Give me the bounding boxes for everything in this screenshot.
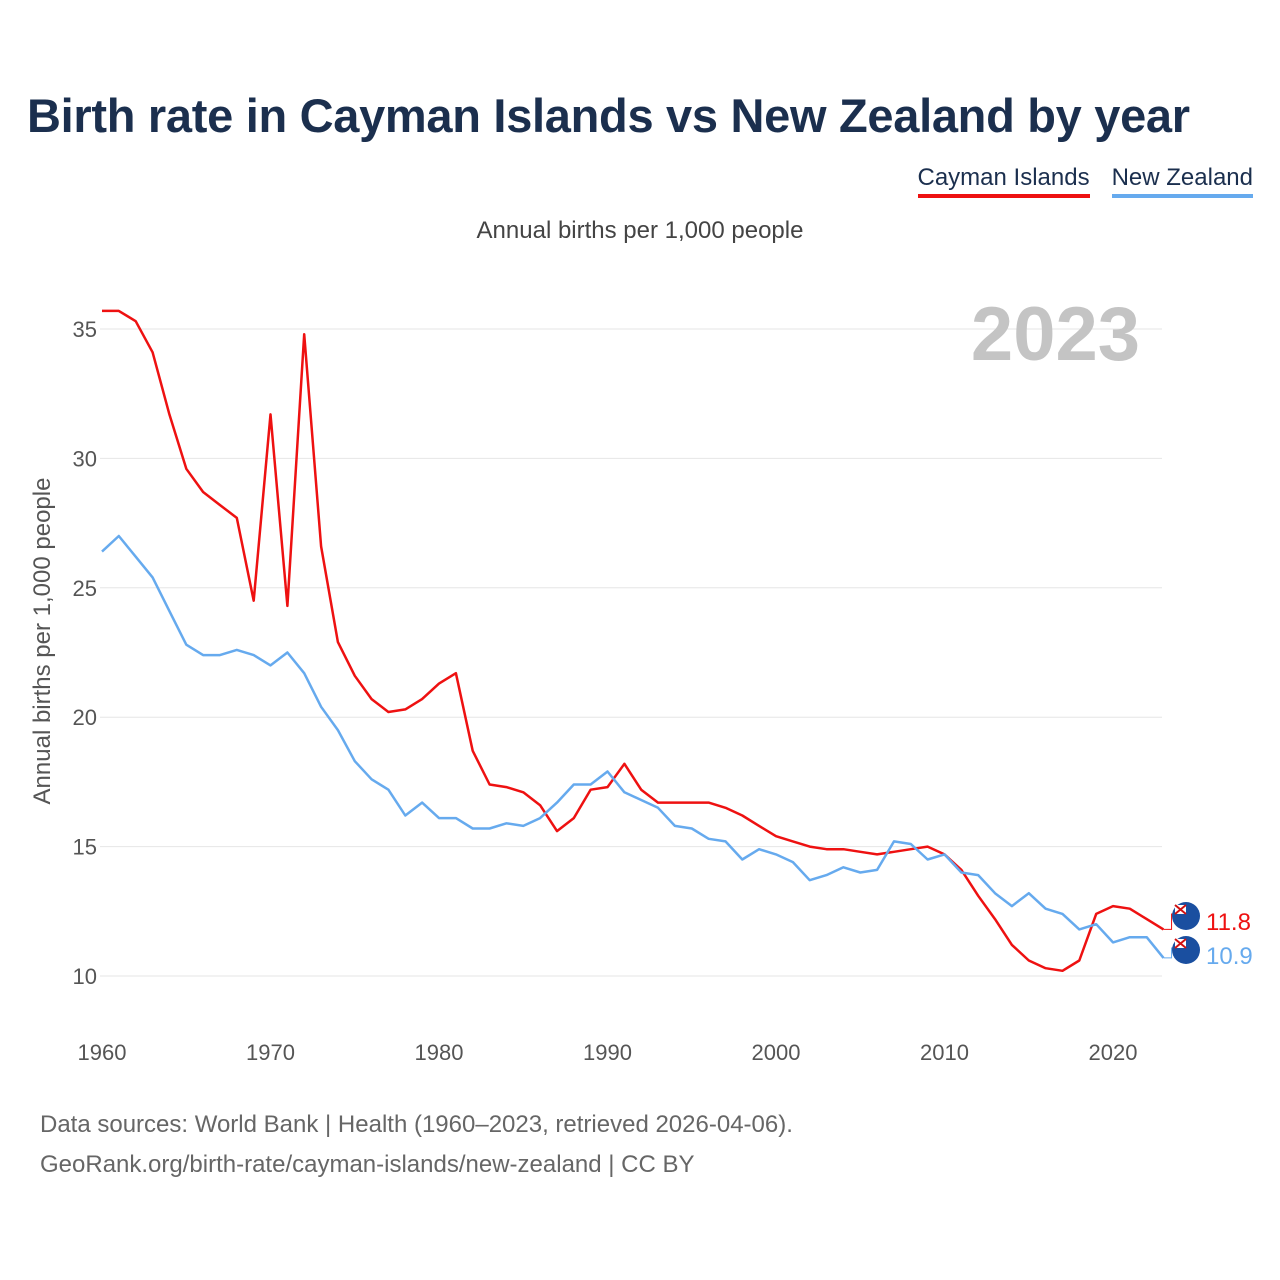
- line-chart: 10 15 20 25 30 35 1960 1970 1980 1990 2000 2010 202…: [29, 292, 1253, 1065]
- y-axis-label: Annual births per 1,000 people: [29, 478, 56, 805]
- y-tick-label: 20: [73, 705, 97, 730]
- chart-title: Birth rate in Cayman Islands vs New Zeal…: [27, 89, 1190, 142]
- x-tick-label: 1980: [415, 1040, 464, 1065]
- y-tick-label: 10: [73, 964, 97, 989]
- x-axis: 1960 1970 1980 1990 2000 2010 2020: [78, 1040, 1138, 1065]
- x-tick-label: 2010: [920, 1040, 969, 1065]
- url-text[interactable]: GeoRank.org/birth-rate/cayman-islands/ne…: [40, 1151, 695, 1178]
- end-value-label-new-zealand: 10.9: [1206, 943, 1253, 970]
- end-value-label-cayman-islands: 11.8: [1206, 909, 1251, 936]
- y-tick-label: 30: [73, 446, 97, 471]
- legend-item-new-zealand[interactable]: New Zealand: [1111, 164, 1253, 198]
- gridlines: [100, 328, 1162, 977]
- year-watermark: 2023: [971, 292, 1140, 377]
- y-tick-label: 25: [73, 576, 97, 601]
- legend-item-cayman-islands[interactable]: Cayman Islands: [917, 164, 1090, 198]
- y-tick-label: 15: [73, 835, 97, 860]
- footer: Data sources: World Bank | Health (1960–…: [40, 1105, 793, 1185]
- y-axis: 10 15 20 25 30 35: [73, 317, 97, 989]
- legend: Cayman Islands New Zealand: [917, 164, 1253, 198]
- y-tick-label: 35: [73, 317, 97, 342]
- flag-cross-icon: [1174, 938, 1187, 949]
- source-text: Data sources: World Bank | Health (1960–…: [40, 1111, 793, 1138]
- x-tick-label: 1960: [78, 1040, 127, 1065]
- x-tick-label: 2020: [1089, 1040, 1138, 1065]
- chart-subtitle: Annual births per 1,000 people: [476, 217, 804, 244]
- end-labels: 11.8 10.9: [1163, 902, 1253, 970]
- series-lines: [101, 309, 1165, 973]
- series-line-new-zealand: [101, 534, 1165, 959]
- x-tick-label: 1990: [583, 1040, 632, 1065]
- x-tick-label: 2000: [752, 1040, 801, 1065]
- flag-cross-icon: [1174, 904, 1187, 915]
- x-tick-label: 1970: [246, 1040, 295, 1065]
- series-line-cayman-islands: [102, 309, 1165, 973]
